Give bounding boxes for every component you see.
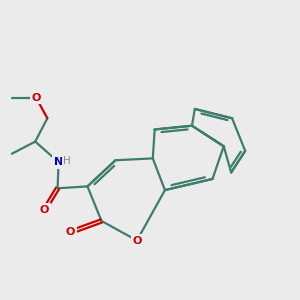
Text: N: N: [54, 157, 63, 167]
Text: H: H: [63, 156, 70, 167]
Text: O: O: [132, 236, 142, 245]
Text: O: O: [40, 205, 49, 215]
Text: O: O: [32, 93, 41, 103]
Text: O: O: [66, 227, 75, 237]
